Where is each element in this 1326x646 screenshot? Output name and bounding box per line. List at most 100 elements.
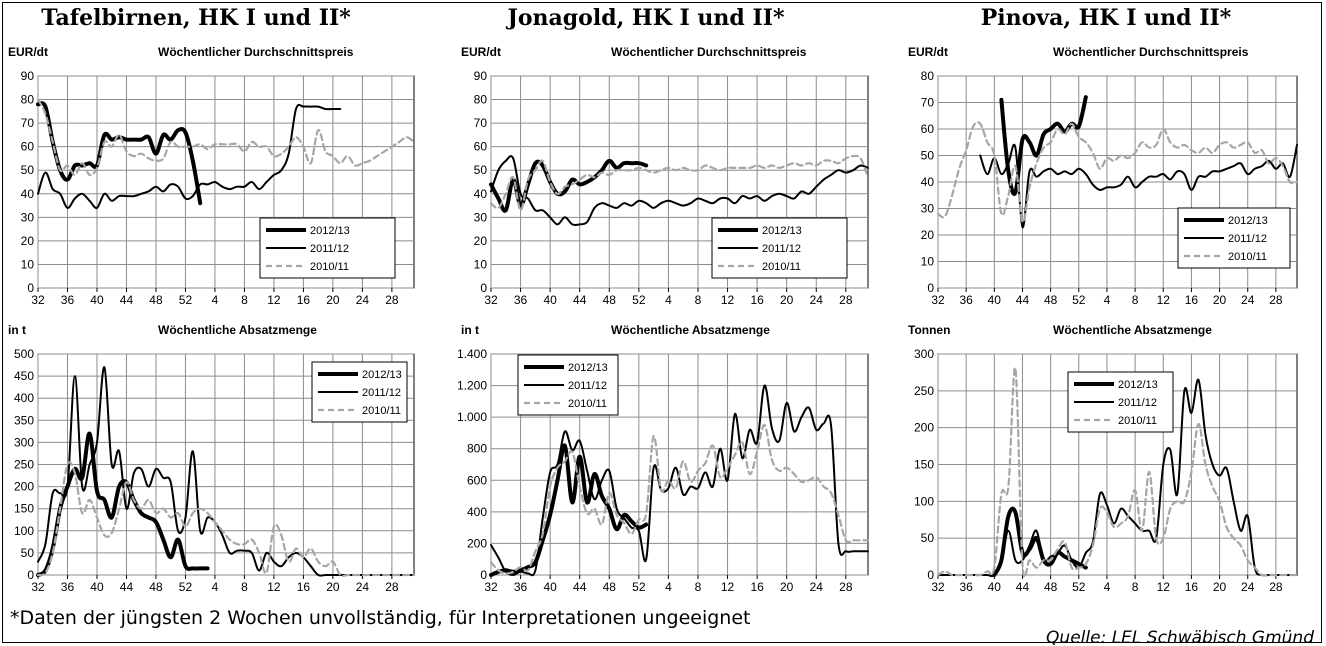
x-tick-label: 20 <box>326 580 340 594</box>
x-tick-label: 32 <box>31 580 45 594</box>
legend-label: 2010/11 <box>310 261 349 273</box>
legend-label: 2012/13 <box>568 362 608 374</box>
legend-label: 2010/11 <box>1228 251 1267 263</box>
x-tick-label: 32 <box>31 293 45 307</box>
y-tick-label: 250 <box>14 458 34 472</box>
x-tick-label: 52 <box>632 580 646 594</box>
x-tick-label: 24 <box>356 293 370 307</box>
x-tick-label: 36 <box>959 293 973 307</box>
legend-label: 2011/12 <box>1228 233 1267 245</box>
x-tick-label: 52 <box>179 293 193 307</box>
y-tick-label: 60 <box>474 140 488 154</box>
x-tick-label: 44 <box>120 293 134 307</box>
x-tick-label: 12 <box>721 580 735 594</box>
x-tick-label: 4 <box>1104 580 1111 594</box>
y-tick-label: 20 <box>921 228 935 242</box>
x-tick-label: 4 <box>212 293 219 307</box>
y-tick-label: 600 <box>467 473 487 487</box>
y-tick-label: 20 <box>474 234 488 248</box>
y-tick-label: 70 <box>21 116 35 130</box>
y-tick-label: 80 <box>474 93 488 107</box>
x-tick-label: 40 <box>543 580 557 594</box>
source-note: Quelle: LEL Schwäbisch Gmünd <box>1046 628 1314 646</box>
x-tick-label: 52 <box>179 580 193 594</box>
x-tick-label: 44 <box>573 293 587 307</box>
x-tick-label: 12 <box>267 580 281 594</box>
y-tick-label: 60 <box>921 122 935 136</box>
y-tick-label: 50 <box>921 149 935 163</box>
y-tick-label: 150 <box>14 502 34 516</box>
x-tick-label: 28 <box>1269 580 1283 594</box>
y-tick-label: 450 <box>14 369 34 383</box>
x-tick-label: 8 <box>1132 580 1139 594</box>
x-tick-label: 28 <box>839 293 853 307</box>
series-line-2010-11 <box>936 366 1299 579</box>
y-tick-label: 40 <box>921 175 935 189</box>
y-axis-unit: Tonnen <box>908 323 950 337</box>
x-tick-label: 8 <box>241 580 248 594</box>
y-tick-label: 70 <box>921 96 935 110</box>
y-tick-label: 80 <box>921 69 935 83</box>
x-tick-label: 48 <box>603 580 617 594</box>
y-tick-label: 350 <box>14 413 34 427</box>
legend-label: 2012/13 <box>362 369 402 381</box>
y-tick-label: 50 <box>474 163 488 177</box>
x-tick-label: 52 <box>632 293 646 307</box>
y-tick-label: 100 <box>914 494 934 508</box>
x-tick-label: 20 <box>326 293 340 307</box>
y-tick-label: 1.000 <box>457 410 487 424</box>
x-tick-label: 28 <box>1269 293 1283 307</box>
series-line-2011-12 <box>979 143 1298 229</box>
x-tick-label: 24 <box>1241 293 1255 307</box>
x-tick-label: 28 <box>385 293 399 307</box>
x-tick-label: 16 <box>1185 580 1199 594</box>
x-tick-label: 40 <box>988 293 1002 307</box>
x-tick-label: 44 <box>1016 293 1030 307</box>
series-line-2012-13 <box>489 443 649 577</box>
x-tick-label: 40 <box>988 580 1002 594</box>
y-tick-label: 40 <box>474 187 488 201</box>
y-tick-label: 30 <box>921 202 935 216</box>
panel-subtitle: Wöchentlicher Durchschnittspreis <box>1053 45 1249 59</box>
x-tick-label: 8 <box>695 293 702 307</box>
x-tick-label: 16 <box>750 293 764 307</box>
y-tick-label: 0 <box>480 568 487 582</box>
y-axis-unit: EUR/dt <box>908 45 948 59</box>
y-tick-label: 800 <box>467 442 487 456</box>
y-tick-label: 0 <box>927 568 934 582</box>
title-pinova: Pinova, HK I und II* <box>980 5 1232 31</box>
legend-label: 2010/11 <box>568 398 607 410</box>
x-tick-label: 4 <box>212 580 219 594</box>
y-tick-label: 200 <box>467 536 487 550</box>
x-tick-label: 44 <box>120 580 134 594</box>
legend-label: 2011/12 <box>310 243 349 255</box>
x-tick-label: 48 <box>149 580 163 594</box>
y-tick-label: 90 <box>21 69 35 83</box>
x-tick-label: 48 <box>603 293 617 307</box>
x-tick-label: 16 <box>297 293 311 307</box>
legend-label: 2010/11 <box>1118 415 1157 427</box>
y-tick-label: 70 <box>474 116 488 130</box>
panel-subtitle: Wöchentliche Absatzmenge <box>158 323 317 337</box>
panel-subtitle: Wöchentlicher Durchschnittspreis <box>611 45 807 59</box>
x-tick-label: 32 <box>931 293 945 307</box>
y-tick-label: 30 <box>474 210 488 224</box>
x-tick-label: 32 <box>931 580 945 594</box>
series-line-2011-12 <box>37 103 342 210</box>
x-tick-label: 8 <box>1132 293 1139 307</box>
x-tick-label: 16 <box>297 580 311 594</box>
x-tick-label: 4 <box>665 293 672 307</box>
panel-subtitle: Wöchentlicher Durchschnittspreis <box>158 45 354 59</box>
x-tick-label: 52 <box>1072 580 1086 594</box>
legend-label: 2010/11 <box>362 405 401 417</box>
legend-label: 2012/13 <box>310 225 350 237</box>
x-tick-label: 32 <box>484 293 498 307</box>
x-tick-label: 40 <box>90 580 104 594</box>
x-tick-label: 40 <box>90 293 104 307</box>
x-tick-label: 24 <box>356 580 370 594</box>
